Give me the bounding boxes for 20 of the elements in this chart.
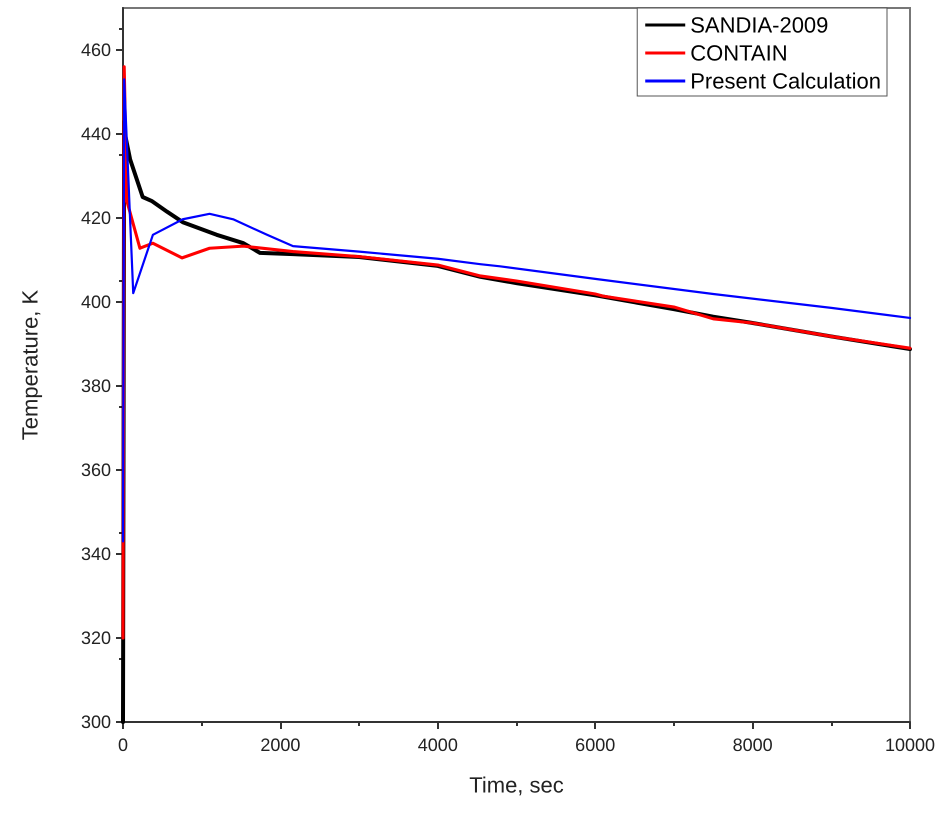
x-tick-label: 4000 [418, 735, 458, 755]
x-tick-label: 2000 [260, 735, 300, 755]
y-tick-label: 320 [80, 628, 111, 648]
x-tick-label: 0 [118, 735, 128, 755]
legend-label: Present Calculation [690, 68, 882, 94]
x-tick-label: 8000 [732, 735, 773, 755]
y-tick-label: 300 [80, 712, 111, 732]
x-tick-label: 6000 [575, 735, 616, 755]
x-axis-title: Time, sec [469, 772, 564, 798]
y-tick-label: 460 [80, 40, 111, 60]
legend-label: CONTAIN [690, 40, 788, 66]
y-tick-label: 400 [80, 292, 111, 312]
y-tick-label: 420 [80, 208, 111, 228]
x-tick-label: 10000 [884, 735, 936, 755]
y-tick-label: 340 [80, 544, 111, 564]
y-tick-label: 380 [80, 376, 111, 396]
y-tick-label: 360 [80, 460, 111, 480]
legend-label: SANDIA-2009 [690, 12, 828, 38]
y-axis-title: Temperature, K [18, 289, 42, 440]
y-tick-label: 440 [80, 124, 111, 144]
